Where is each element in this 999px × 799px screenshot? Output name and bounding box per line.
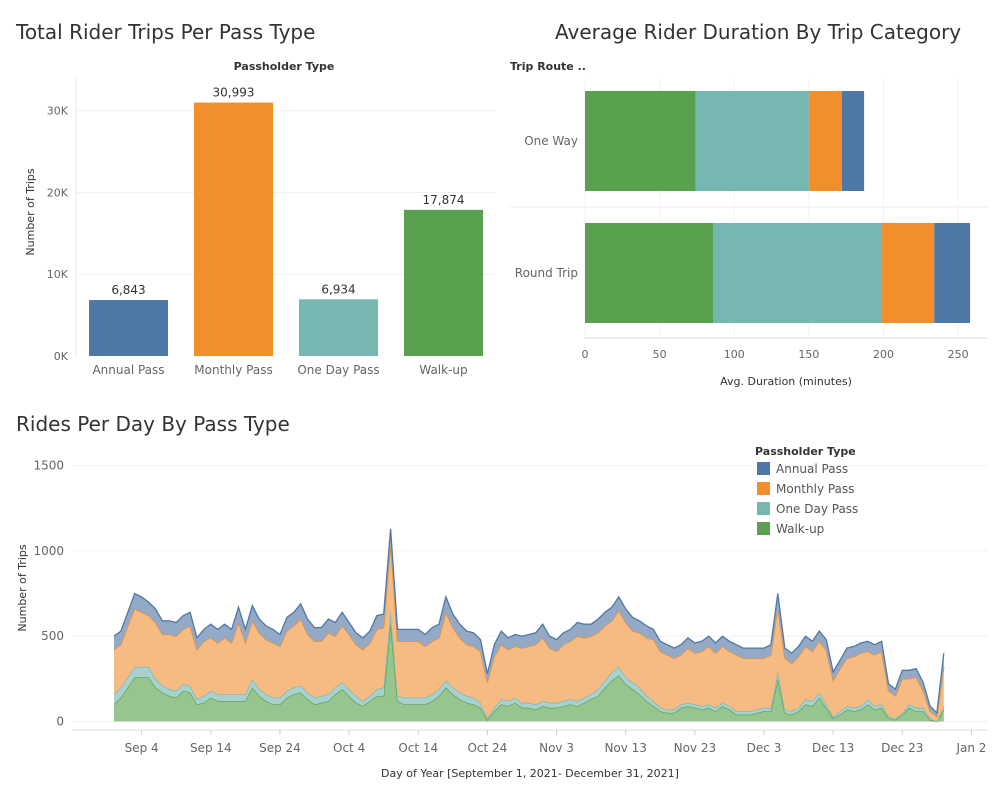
legend-swatch-monthly	[757, 482, 770, 495]
duration-x-tick: 200	[873, 348, 894, 361]
legend-label-oneday: One Day Pass	[776, 502, 858, 516]
legend-label-monthly: Monthly Pass	[776, 482, 854, 496]
area-x-tick: Nov 13	[604, 741, 647, 755]
area-chart-ylabel: Number of Trips	[16, 544, 29, 631]
bar-chart-y-tick: 0K	[54, 350, 69, 363]
legend-swatch-annual	[757, 462, 770, 475]
duration-segment-walkup[interactable]	[585, 223, 714, 323]
duration-x-tick: 150	[798, 348, 819, 361]
area-chart-title: Rides Per Day By Pass Type	[16, 412, 290, 436]
bar-monthly[interactable]	[194, 102, 273, 357]
area-x-tick: Nov 3	[539, 741, 574, 755]
legend-label-walkup: Walk-up	[776, 522, 824, 536]
duration-category-label: One Way	[524, 134, 578, 148]
area-x-tick: Dec 13	[812, 741, 854, 755]
area-x-tick: Oct 14	[398, 741, 438, 755]
area-x-tick: Dec 23	[881, 741, 923, 755]
bar-category-label: Annual Pass	[92, 363, 164, 377]
duration-x-tick: 0	[582, 348, 589, 361]
area-chart-legend: Passholder Type Annual Pass Monthly Pass O…	[755, 445, 858, 536]
duration-chart-title: Average Rider Duration By Trip Category	[555, 20, 962, 44]
area-x-tick: Sep 14	[190, 741, 232, 755]
area-x-tick: Oct 4	[333, 741, 365, 755]
bar-value-label: 30,993	[213, 86, 255, 100]
legend-swatch-walkup	[757, 522, 770, 535]
area-x-tick: Dec 3	[747, 741, 782, 755]
area-x-tick: Nov 23	[674, 741, 717, 755]
area-x-tick: Sep 4	[125, 741, 159, 755]
duration-x-tick: 100	[724, 348, 745, 361]
bar-chart-y-tick: 10K	[47, 268, 69, 281]
bar-chart-y-tick: 20K	[47, 186, 69, 199]
duration-chart-xlabel: Avg. Duration (minutes)	[720, 375, 852, 388]
bar-chart-title: Total Rider Trips Per Pass Type	[16, 20, 316, 44]
area-series-monthly[interactable]	[114, 544, 944, 722]
bar-chart-ylabel: Number of Trips	[24, 168, 37, 255]
duration-x-tick: 250	[948, 348, 969, 361]
area-y-tick: 1000	[33, 544, 64, 558]
legend-label-annual: Annual Pass	[776, 462, 848, 476]
area-x-tick: Oct 24	[467, 741, 507, 755]
bar-category-label: Monthly Pass	[194, 363, 272, 377]
area-x-tick: Sep 24	[259, 741, 301, 755]
legend-swatch-oneday	[757, 502, 770, 515]
bar-oneday[interactable]	[299, 299, 378, 356]
bar-category-label: One Day Pass	[297, 363, 379, 377]
area-y-tick: 1500	[33, 459, 64, 473]
duration-segment-oneday[interactable]	[713, 223, 883, 323]
duration-category-label: Round Trip	[515, 266, 578, 280]
bar-walkup[interactable]	[404, 209, 483, 356]
bar-value-label: 6,934	[321, 282, 355, 296]
area-y-tick: 500	[41, 629, 64, 643]
duration-segment-oneday[interactable]	[695, 91, 809, 191]
bar-value-label: 6,843	[111, 283, 145, 297]
area-series-walkup[interactable]	[114, 622, 944, 722]
area-line-annual	[113, 528, 945, 715]
duration-segment-annual[interactable]	[934, 223, 971, 323]
duration-chart-header: Trip Route ..	[510, 60, 586, 73]
area-y-tick: 0	[56, 714, 64, 728]
area-chart-xlabel: Day of Year [September 1, 2021- December…	[381, 767, 679, 780]
bar-category-label: Walk-up	[419, 363, 467, 377]
duration-segment-monthly[interactable]	[882, 223, 935, 323]
area-x-tick: Jan 2	[955, 741, 986, 755]
duration-segment-walkup[interactable]	[585, 91, 696, 191]
duration-segment-monthly[interactable]	[808, 91, 842, 191]
bar-value-label: 17,874	[423, 193, 465, 207]
bar-chart-header: Passholder Type	[234, 60, 335, 73]
bar-chart-y-tick: 30K	[47, 105, 69, 118]
duration-x-tick: 50	[653, 348, 667, 361]
legend-title: Passholder Type	[755, 445, 856, 458]
duration-segment-annual[interactable]	[841, 91, 865, 191]
bar-annual[interactable]	[89, 300, 168, 356]
